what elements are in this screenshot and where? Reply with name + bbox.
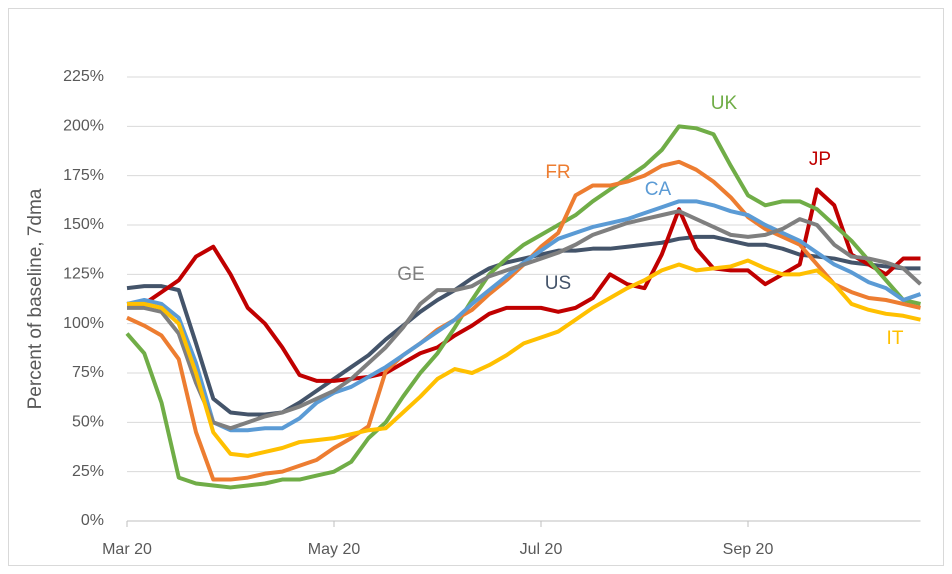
series-line <box>127 258 921 458</box>
series-label: GE <box>397 264 424 285</box>
y-tick-label: 0% <box>81 512 104 529</box>
y-tick-label: 25% <box>72 463 104 480</box>
series-label: CA <box>645 179 672 200</box>
y-axis-label: Percent of baseline, 7dma <box>25 188 46 409</box>
y-tick-label: 50% <box>72 414 104 431</box>
series-line <box>127 187 921 383</box>
x-tick-label: Sep 20 <box>723 541 774 558</box>
series-line <box>127 209 922 431</box>
x-tick-label: Jul 20 <box>520 541 563 558</box>
y-tick-label: 150% <box>63 216 104 233</box>
series-line <box>126 234 921 417</box>
series-label: JP <box>809 149 831 170</box>
series-line <box>125 124 921 490</box>
y-tick-label: 125% <box>63 266 104 283</box>
x-tick-label: Mar 20 <box>102 541 152 558</box>
y-tick-label: 75% <box>72 364 104 381</box>
y-tick-label: 175% <box>63 167 104 184</box>
series-label: UK <box>711 93 738 114</box>
y-tick-label: 100% <box>63 315 104 332</box>
y-tick-label: 225% <box>63 68 104 85</box>
series-label: IT <box>887 328 904 349</box>
y-tick-label: 200% <box>63 118 104 135</box>
series-label: FR <box>545 162 570 183</box>
series-label: US <box>545 273 571 294</box>
x-tick-label: May 20 <box>308 541 361 558</box>
